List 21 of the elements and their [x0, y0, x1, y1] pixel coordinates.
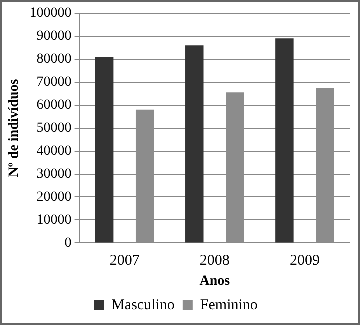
- x-tick-label: 2009: [290, 253, 320, 270]
- y-tick-label: 10000: [36, 212, 72, 228]
- legend-label: Masculino: [112, 297, 175, 314]
- y-tick-label: 0: [64, 236, 72, 251]
- y-tick-label: 50000: [36, 120, 72, 136]
- y-tick-label: 100000: [30, 6, 72, 22]
- x-tick-label: 2007: [110, 253, 140, 270]
- bar: [276, 38, 294, 243]
- y-tick-label: 80000: [36, 52, 72, 68]
- legend-label: Feminino: [200, 297, 258, 314]
- y-axis-title: Nº de indivíduos: [7, 78, 22, 178]
- y-tick-label: 30000: [36, 166, 72, 182]
- y-tick-label: 20000: [36, 190, 72, 205]
- bar: [95, 57, 114, 243]
- x-axis-title: Anos: [200, 274, 231, 290]
- x-tick-label: 2008: [200, 253, 230, 270]
- bar: [186, 46, 204, 243]
- y-tick-label: 40000: [36, 144, 72, 159]
- y-tick-label: 70000: [36, 75, 72, 90]
- y-tick-label: 60000: [36, 98, 72, 113]
- y-tick-label: 90000: [36, 29, 72, 44]
